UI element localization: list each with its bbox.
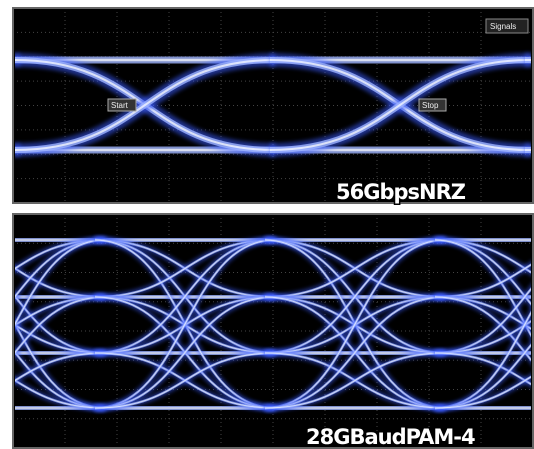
menu-label[interactable]: Signals — [490, 22, 516, 31]
panel-label: 56GbpsNRZ — [336, 180, 466, 204]
marker-start: Start — [111, 101, 129, 110]
marker-stop: Stop — [422, 101, 439, 110]
page: Signals Start Stop 56GbpsNRZ 28GBaudPAM-… — [0, 0, 534, 449]
panel-label: 28GBaudPAM-4 — [306, 425, 475, 449]
screenshot: Signals Start Stop 56GbpsNRZ 28GBaudPAM-… — [0, 0, 534, 449]
